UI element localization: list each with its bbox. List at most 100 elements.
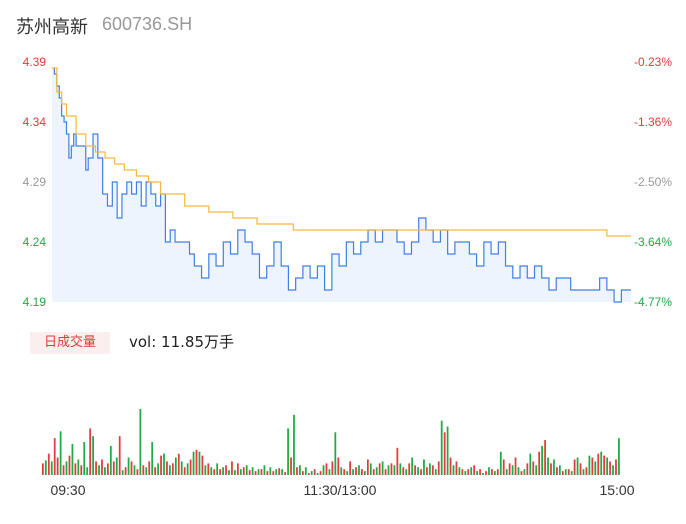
- volume-bar: [257, 469, 260, 475]
- volume-bar: [428, 463, 431, 475]
- volume-bar: [189, 459, 192, 475]
- volume-bar: [358, 465, 360, 475]
- volume-bar: [62, 465, 65, 475]
- volume-bar: [479, 469, 481, 475]
- volume-bar: [151, 442, 154, 475]
- volume-bar: [228, 470, 230, 475]
- volume-bar: [186, 463, 189, 475]
- volume-bar: [467, 469, 470, 475]
- volume-bar: [488, 467, 490, 475]
- volume-bar: [195, 449, 198, 475]
- volume-bar: [68, 455, 71, 475]
- volume-bar: [514, 457, 517, 475]
- volume-bar: [301, 471, 304, 475]
- volume-bar: [399, 463, 402, 475]
- volume-bar: [42, 463, 44, 475]
- volume-bar: [491, 469, 493, 475]
- volume-bar: [92, 436, 94, 475]
- volume-bar: [83, 442, 86, 475]
- price-area: [52, 68, 631, 302]
- volume-bar: [558, 465, 561, 475]
- volume-bar: [322, 465, 325, 475]
- volume-bar: [136, 469, 139, 475]
- volume-bar: [325, 463, 328, 475]
- volume-bar: [269, 467, 272, 475]
- volume-bar: [553, 459, 555, 475]
- volume-bar: [337, 457, 340, 475]
- volume-bar: [464, 471, 467, 475]
- volume-bar: [526, 463, 529, 475]
- volume-bar: [582, 469, 585, 475]
- volume-bar: [130, 461, 133, 475]
- volume-bar: [420, 469, 422, 475]
- x-tick-label: 11:30/13:00: [304, 482, 377, 498]
- volume-bar: [127, 457, 130, 475]
- volume-bar: [414, 465, 416, 475]
- volume-bar: [183, 467, 186, 475]
- volume-bar: [375, 467, 378, 475]
- volume-bar: [352, 469, 354, 475]
- volume-bar: [567, 469, 570, 475]
- volume-bar: [284, 472, 287, 475]
- volume-bar: [50, 461, 53, 475]
- y-tick-label: 4.19: [23, 295, 47, 309]
- volume-bar: [71, 443, 74, 475]
- volume-bar: [508, 463, 511, 475]
- average-line: [52, 67, 631, 237]
- volume-bar: [254, 471, 257, 475]
- volume-bar: [316, 473, 319, 475]
- volume-bar: [260, 469, 263, 475]
- volume-bar: [248, 470, 251, 475]
- volume-bar: [482, 473, 484, 475]
- volume-bar: [225, 465, 227, 475]
- volume-bar: [455, 461, 458, 475]
- volume-bar: [517, 467, 520, 475]
- pct-tick-label: -4.77%: [634, 295, 672, 309]
- volume-bar: [561, 471, 564, 475]
- volume-bar: [207, 463, 210, 475]
- volume-bar: [496, 469, 499, 475]
- volume-bar: [334, 432, 337, 475]
- volume-bar: [231, 461, 233, 475]
- volume-bar: [591, 457, 594, 475]
- volume-badge[interactable]: 日成交量: [30, 332, 110, 354]
- volume-bar: [579, 463, 582, 475]
- volume-bar: [485, 471, 487, 475]
- volume-bar: [95, 461, 97, 475]
- volume-bar: [180, 461, 183, 475]
- pct-tick-label: -2.50%: [634, 175, 672, 189]
- volume-bar: [222, 467, 224, 475]
- volume-bar: [405, 469, 408, 475]
- volume-bar: [157, 463, 159, 475]
- x-tick-label: 15:00: [599, 482, 634, 498]
- volume-bar: [198, 451, 201, 475]
- volume-bar: [417, 467, 419, 475]
- volume-bar: [166, 461, 168, 475]
- volume-bar: [366, 459, 369, 475]
- volume-bar: [89, 428, 92, 475]
- volume-bar: [384, 469, 387, 475]
- volume-bar: [390, 463, 393, 475]
- volume-bar: [541, 445, 544, 475]
- volume-bar: [169, 465, 171, 475]
- volume-bar: [434, 469, 437, 475]
- volume-bar: [213, 469, 216, 475]
- volume-bar: [361, 469, 363, 475]
- volume-bar: [618, 438, 620, 475]
- volume-bar: [272, 471, 275, 475]
- volume-bar: [381, 461, 384, 475]
- volume-bar: [219, 469, 222, 475]
- volume-bar: [343, 469, 346, 475]
- volume-bar: [609, 461, 611, 475]
- volume-bar: [606, 457, 609, 475]
- volume-bar: [242, 467, 245, 475]
- y-tick-label: 4.34: [23, 115, 47, 129]
- volume-bar: [544, 440, 546, 475]
- volume-bar: [340, 467, 343, 475]
- price-line: [52, 67, 631, 303]
- volume-bar: [313, 469, 316, 475]
- volume-bar: [476, 471, 479, 475]
- volume-bar: [160, 455, 162, 475]
- volume-bar: [556, 467, 558, 475]
- volume-bar: [443, 432, 446, 475]
